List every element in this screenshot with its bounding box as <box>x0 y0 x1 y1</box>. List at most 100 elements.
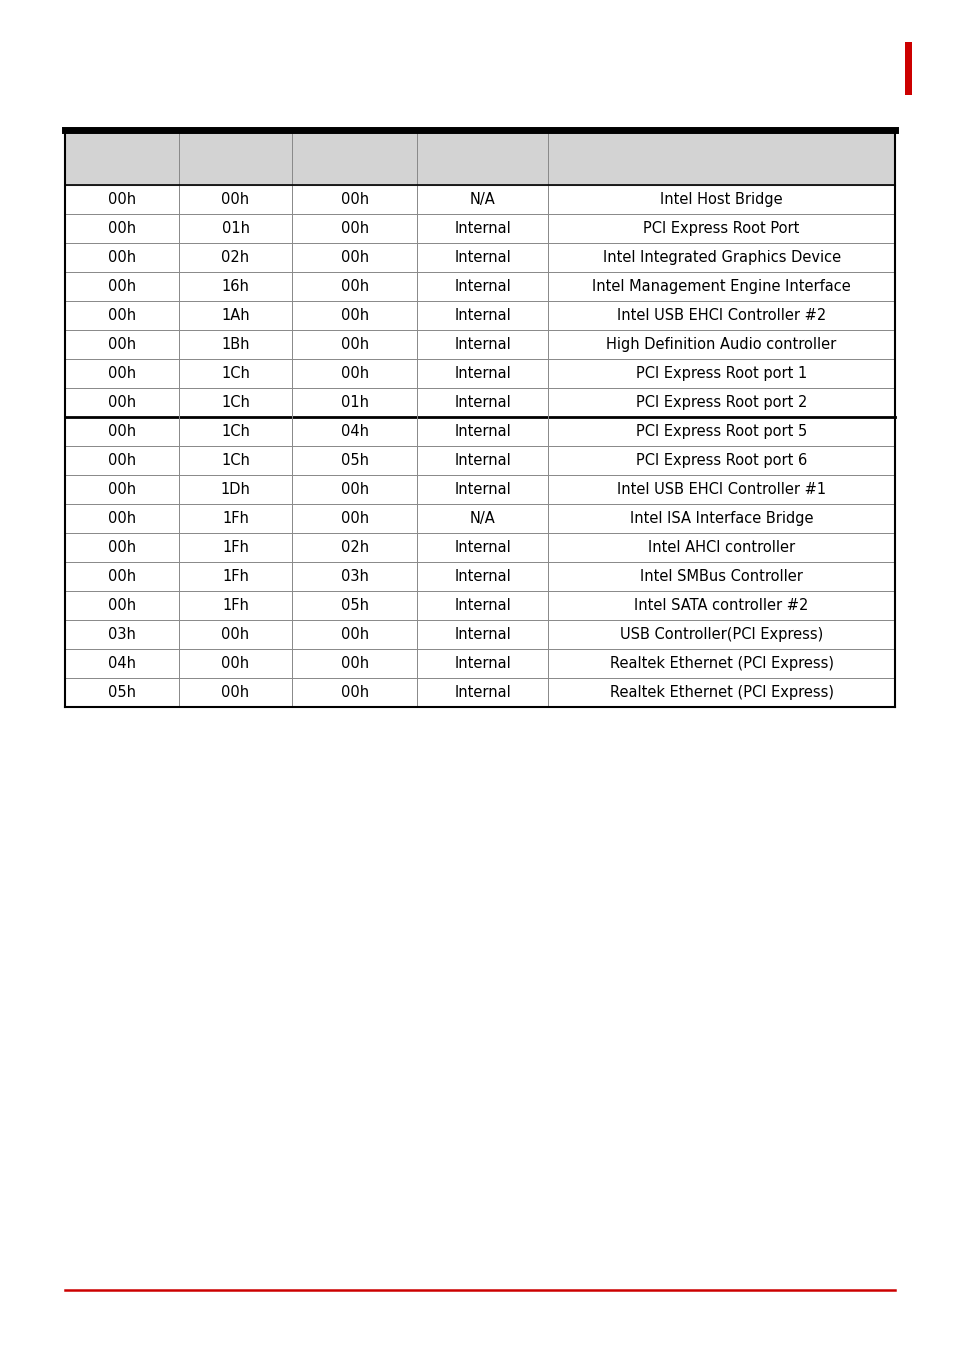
Bar <box>65 562 894 591</box>
Bar <box>65 330 894 360</box>
Text: 00h: 00h <box>221 656 250 671</box>
Text: Intel Integrated Graphics Device: Intel Integrated Graphics Device <box>602 250 840 265</box>
Text: 00h: 00h <box>108 511 135 526</box>
Text: 00h: 00h <box>340 308 369 323</box>
Text: 05h: 05h <box>340 453 369 468</box>
Bar <box>65 621 894 649</box>
Text: Intel SATA controller #2: Intel SATA controller #2 <box>634 598 808 612</box>
Bar <box>65 677 894 707</box>
Text: 1Fh: 1Fh <box>222 569 249 584</box>
Text: 04h: 04h <box>108 656 135 671</box>
Text: 00h: 00h <box>108 569 135 584</box>
Text: 1Ch: 1Ch <box>221 425 250 439</box>
Bar <box>65 533 894 562</box>
Bar <box>65 504 894 533</box>
Text: Internal: Internal <box>454 425 511 439</box>
Bar <box>65 243 894 272</box>
Text: PCI Express Root port 6: PCI Express Root port 6 <box>636 453 806 468</box>
Text: 00h: 00h <box>108 598 135 612</box>
Bar <box>65 360 894 388</box>
Text: 00h: 00h <box>340 366 369 381</box>
Text: 00h: 00h <box>108 192 135 207</box>
Text: Realtek Ethernet (PCI Express): Realtek Ethernet (PCI Express) <box>609 656 833 671</box>
Text: USB Controller(PCI Express): USB Controller(PCI Express) <box>619 627 822 642</box>
Text: N/A: N/A <box>470 511 496 526</box>
Text: Internal: Internal <box>454 627 511 642</box>
Bar <box>904 42 911 95</box>
Text: 00h: 00h <box>340 656 369 671</box>
Text: 00h: 00h <box>108 539 135 556</box>
Bar <box>65 185 894 214</box>
Text: Intel Management Engine Interface: Intel Management Engine Interface <box>592 279 850 293</box>
Text: 1Ch: 1Ch <box>221 395 250 410</box>
Text: 1Ah: 1Ah <box>221 308 250 323</box>
Text: 00h: 00h <box>221 192 250 207</box>
Text: Internal: Internal <box>454 220 511 237</box>
Text: 00h: 00h <box>108 250 135 265</box>
Text: 1Dh: 1Dh <box>220 483 251 498</box>
Text: PCI Express Root port 1: PCI Express Root port 1 <box>636 366 806 381</box>
Text: PCI Express Root Port: PCI Express Root Port <box>642 220 799 237</box>
Bar <box>65 214 894 243</box>
Text: Internal: Internal <box>454 483 511 498</box>
Text: 00h: 00h <box>340 627 369 642</box>
Text: 00h: 00h <box>108 425 135 439</box>
Text: Intel Host Bridge: Intel Host Bridge <box>659 192 782 207</box>
Text: 05h: 05h <box>340 598 369 612</box>
Text: 1Ch: 1Ch <box>221 366 250 381</box>
Text: N/A: N/A <box>470 192 496 207</box>
Text: Internal: Internal <box>454 569 511 584</box>
Text: 00h: 00h <box>108 395 135 410</box>
Text: Internal: Internal <box>454 453 511 468</box>
Text: 1Bh: 1Bh <box>221 337 250 352</box>
Text: Internal: Internal <box>454 656 511 671</box>
Text: Intel USB EHCI Controller #1: Intel USB EHCI Controller #1 <box>617 483 825 498</box>
Bar <box>65 446 894 475</box>
Text: 1Fh: 1Fh <box>222 539 249 556</box>
Text: High Definition Audio controller: High Definition Audio controller <box>606 337 836 352</box>
Text: Internal: Internal <box>454 685 511 700</box>
Text: 00h: 00h <box>108 453 135 468</box>
Bar <box>65 649 894 677</box>
Bar <box>65 272 894 301</box>
Text: 04h: 04h <box>340 425 369 439</box>
Text: 00h: 00h <box>340 279 369 293</box>
Bar <box>65 416 894 446</box>
Text: 1Fh: 1Fh <box>222 511 249 526</box>
Bar <box>65 130 894 185</box>
Text: 00h: 00h <box>340 220 369 237</box>
Text: PCI Express Root port 2: PCI Express Root port 2 <box>636 395 806 410</box>
Text: 00h: 00h <box>108 337 135 352</box>
Text: Internal: Internal <box>454 598 511 612</box>
Text: PCI Express Root port 5: PCI Express Root port 5 <box>636 425 806 439</box>
Text: Internal: Internal <box>454 539 511 556</box>
Bar <box>65 301 894 330</box>
Text: 00h: 00h <box>108 366 135 381</box>
Text: 00h: 00h <box>108 279 135 293</box>
Bar <box>65 475 894 504</box>
Text: 01h: 01h <box>340 395 369 410</box>
Text: 00h: 00h <box>340 511 369 526</box>
Text: Intel ISA Interface Bridge: Intel ISA Interface Bridge <box>629 511 813 526</box>
Text: Intel USB EHCI Controller #2: Intel USB EHCI Controller #2 <box>617 308 825 323</box>
Text: Internal: Internal <box>454 337 511 352</box>
Text: 00h: 00h <box>340 685 369 700</box>
Text: 05h: 05h <box>108 685 135 700</box>
Text: 1Fh: 1Fh <box>222 598 249 612</box>
Text: 00h: 00h <box>340 192 369 207</box>
Text: Internal: Internal <box>454 308 511 323</box>
Text: Internal: Internal <box>454 279 511 293</box>
Text: 00h: 00h <box>340 250 369 265</box>
Bar <box>65 591 894 621</box>
Text: 03h: 03h <box>108 627 135 642</box>
Text: 16h: 16h <box>221 279 250 293</box>
Text: 02h: 02h <box>340 539 369 556</box>
Text: 00h: 00h <box>108 308 135 323</box>
Text: 00h: 00h <box>221 627 250 642</box>
Text: 01h: 01h <box>221 220 250 237</box>
Text: Internal: Internal <box>454 250 511 265</box>
Text: 03h: 03h <box>340 569 369 584</box>
Text: 1Ch: 1Ch <box>221 453 250 468</box>
Text: 00h: 00h <box>108 483 135 498</box>
Text: Internal: Internal <box>454 395 511 410</box>
